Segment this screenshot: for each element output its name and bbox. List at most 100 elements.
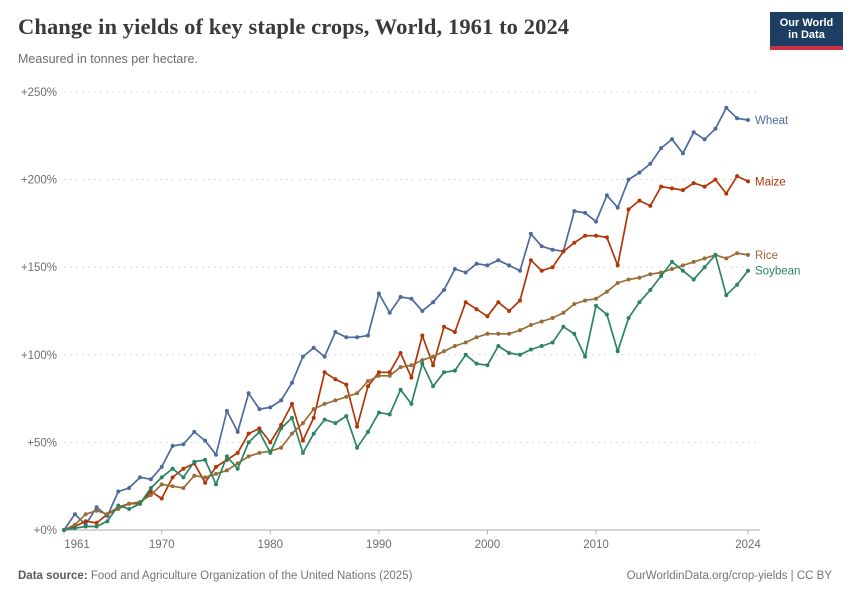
data-point-soybean (724, 293, 729, 298)
data-point-wheat (355, 335, 360, 340)
data-point-rice (83, 512, 88, 517)
data-point-rice (572, 302, 577, 306)
data-point-wheat (181, 442, 186, 447)
data-point-soybean (333, 421, 338, 426)
data-point-wheat (746, 118, 750, 122)
data-point-wheat (159, 464, 164, 469)
data-point-maize (572, 240, 577, 245)
data-point-maize (659, 184, 664, 189)
data-point-rice (159, 482, 164, 487)
data-point-rice (300, 421, 305, 426)
data-point-maize (322, 370, 327, 375)
data-point-soybean (387, 412, 392, 417)
data-point-rice (170, 484, 175, 489)
owid-logo: Our World in Data (770, 12, 843, 50)
data-point-soybean (648, 288, 653, 292)
data-point-soybean (159, 475, 164, 480)
data-point-rice (181, 486, 186, 490)
data-point-soybean (376, 410, 381, 415)
series-line-rice (63, 252, 749, 531)
data-point-maize (235, 450, 240, 455)
series-end-label-rice: Rice (755, 250, 778, 262)
x-axis-tick-label-1980: 1980 (257, 539, 283, 551)
data-point-rice (474, 335, 479, 340)
data-point-rice (311, 407, 316, 412)
data-point-maize (257, 426, 262, 431)
x-axis-tick-label-1990: 1990 (366, 539, 392, 551)
data-point-soybean (268, 450, 273, 455)
data-point-soybean (572, 331, 577, 336)
data-point-soybean (452, 368, 457, 373)
data-point-soybean (366, 429, 370, 434)
data-point-rice (615, 281, 620, 285)
data-point-wheat (409, 296, 414, 301)
data-point-maize (463, 300, 468, 305)
data-point-wheat (702, 137, 707, 142)
x-axis-tick-label-2024: 2024 (735, 539, 761, 551)
data-point-maize (159, 496, 164, 501)
data-point-wheat (398, 295, 403, 299)
data-point-wheat (290, 380, 294, 385)
data-point-wheat (735, 116, 740, 121)
data-point-wheat (138, 475, 142, 480)
data-point-soybean (735, 282, 740, 287)
data-point-maize (539, 268, 544, 273)
y-axis-tick-label-250: +250% (21, 87, 57, 99)
data-point-rice (355, 391, 360, 396)
series-markers-rice (62, 251, 750, 532)
data-point-maize (746, 179, 750, 184)
data-point-rice (724, 256, 729, 261)
data-point-maize (300, 438, 305, 443)
data-point-soybean (659, 274, 664, 278)
data-point-rice (746, 252, 750, 257)
data-point-wheat (376, 291, 381, 296)
series-end-label-wheat: Wheat (755, 115, 789, 127)
data-point-soybean (300, 450, 305, 455)
data-point-rice (637, 275, 642, 280)
data-point-maize (279, 422, 284, 427)
data-point-maize (170, 475, 175, 480)
data-point-soybean (626, 316, 631, 320)
data-point-soybean (181, 475, 186, 480)
data-point-soybean (279, 426, 284, 431)
data-point-maize (594, 233, 598, 238)
x-axis-tick-label-2010: 2010 (583, 539, 609, 551)
data-point-soybean (691, 277, 696, 282)
data-point-rice (594, 296, 598, 301)
data-source-label: Data source: (18, 570, 88, 582)
data-point-maize (702, 184, 707, 189)
data-point-soybean (463, 352, 468, 357)
data-point-wheat (713, 126, 718, 131)
data-point-rice (203, 475, 208, 480)
data-point-maize (735, 174, 740, 179)
series-markers-maize (62, 174, 750, 532)
data-point-soybean (550, 340, 555, 345)
data-point-maize (626, 207, 631, 212)
data-point-maize (442, 324, 446, 329)
chart-subtitle: Measured in tonnes per hectare. (18, 52, 198, 66)
data-point-maize (409, 375, 414, 380)
data-point-wheat (604, 193, 609, 198)
data-point-rice (702, 256, 707, 261)
data-point-maize (680, 188, 685, 193)
x-axis-tick-label-1961: 1961 (64, 539, 90, 551)
data-point-soybean (62, 528, 66, 532)
data-point-rice (344, 394, 349, 399)
data-point-wheat (344, 335, 349, 340)
data-point-wheat (659, 146, 664, 151)
data-point-soybean (224, 454, 229, 459)
data-point-rice (94, 508, 99, 513)
data-point-rice (387, 373, 392, 378)
data-point-rice (583, 298, 588, 303)
data-point-rice (409, 363, 414, 368)
series-markers-wheat (62, 105, 750, 532)
data-point-wheat (203, 438, 208, 443)
data-point-rice (246, 454, 251, 459)
series-line-wheat (63, 106, 749, 531)
data-point-wheat (192, 429, 197, 434)
data-point-rice (333, 398, 338, 403)
data-point-wheat (387, 310, 392, 315)
data-point-wheat (300, 354, 305, 359)
data-point-soybean (246, 440, 251, 445)
